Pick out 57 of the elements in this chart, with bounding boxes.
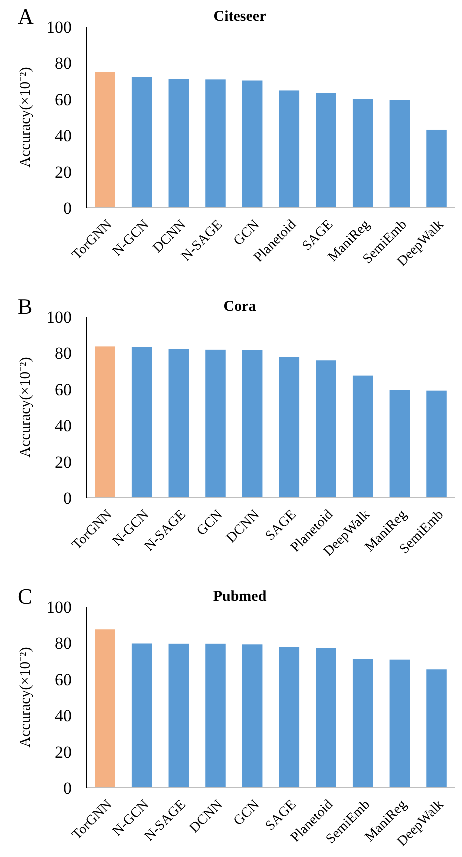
y-tick-label: 60 <box>55 380 72 400</box>
y-axis-title: Accuracy(×10⁻²) <box>18 647 34 748</box>
y-tick-label: 60 <box>55 670 72 690</box>
bar <box>279 90 300 208</box>
bar <box>168 349 190 498</box>
y-tick-label: 0 <box>64 198 72 218</box>
y-tick-label: 80 <box>55 54 72 74</box>
text: B <box>18 294 33 319</box>
y-tick-label: 80 <box>55 344 72 364</box>
bar <box>352 99 374 208</box>
bar <box>390 100 410 208</box>
y-tick-label: 20 <box>55 452 72 472</box>
y-tick-label: 0 <box>64 488 72 508</box>
bar <box>390 660 410 788</box>
bar <box>279 647 300 788</box>
y-tick-label: 40 <box>55 416 72 436</box>
bar <box>242 350 263 498</box>
bar <box>426 670 447 788</box>
bar <box>206 350 226 498</box>
bar <box>206 80 226 208</box>
bar <box>279 357 300 498</box>
chart-title: Citeseer <box>214 9 267 25</box>
bar <box>168 79 190 208</box>
bar <box>132 77 152 208</box>
y-tick-label: 100 <box>46 308 72 327</box>
y-tick-label: 40 <box>55 706 72 726</box>
y-tick-label: 100 <box>46 598 72 617</box>
bar <box>426 130 447 208</box>
y-tick-label: 40 <box>55 126 72 146</box>
bar <box>206 644 226 788</box>
y-axis-title: Accuracy(×10⁻²) <box>18 67 34 168</box>
bar <box>352 659 374 788</box>
bar <box>95 630 116 788</box>
text: C <box>18 584 33 609</box>
chart-title: Pubmed <box>213 589 268 605</box>
text: A <box>18 4 34 29</box>
bar <box>168 644 190 788</box>
chart-title: Cora <box>224 299 257 315</box>
y-tick-label: 60 <box>55 90 72 110</box>
y-tick-label: 20 <box>55 162 72 182</box>
y-axis-title: Accuracy(×10⁻²) <box>18 357 34 458</box>
y-tick-label: 100 <box>46 18 72 37</box>
bar <box>242 80 263 208</box>
bar <box>242 644 263 788</box>
bar <box>352 376 374 498</box>
bar <box>132 644 152 788</box>
bar <box>132 347 152 498</box>
y-tick-label: 20 <box>55 742 72 762</box>
y-tick-label: 0 <box>64 778 72 798</box>
bar <box>316 93 336 208</box>
bar <box>426 390 447 498</box>
bar <box>316 648 336 788</box>
bar <box>95 346 116 498</box>
bar <box>390 390 410 498</box>
bar <box>95 72 116 208</box>
y-tick-label: 80 <box>55 634 72 654</box>
bar <box>316 360 336 498</box>
